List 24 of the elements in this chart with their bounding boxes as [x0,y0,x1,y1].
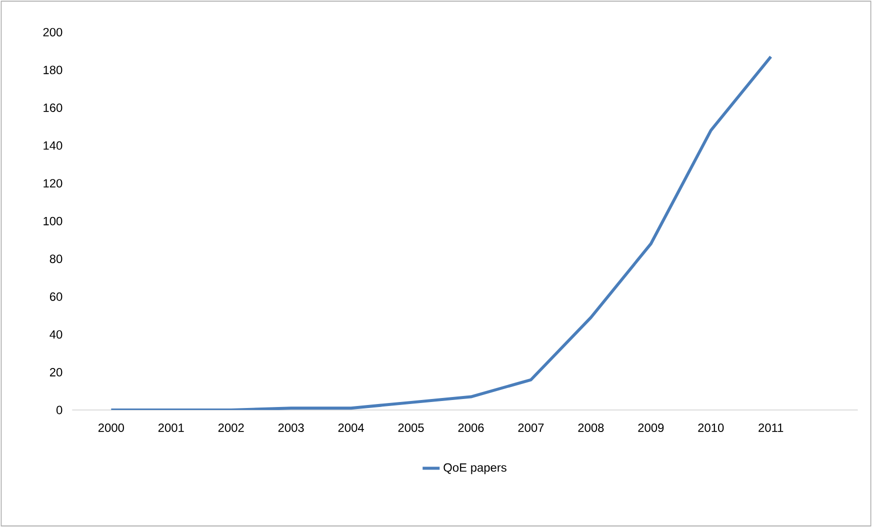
y-tick-label: 0 [56,406,62,414]
x-tick-label: 2004 [338,423,364,432]
y-tick-label: 120 [44,179,62,188]
x-tick-label: 2002 [218,423,244,432]
x-tick-label: 2000 [98,423,124,432]
y-tick-label: 200 [43,28,62,36]
x-tick-label: 2001 [158,423,184,432]
y-tick-label: 80 [50,254,62,264]
y-tick-label: 160 [44,103,62,112]
x-tick-label: 2011 [758,423,784,432]
legend-label: QoE papers [444,463,506,474]
y-tick-label: 20 [50,368,62,376]
x-tick-label: 2009 [638,423,664,432]
x-tick-label: 2007 [518,423,544,432]
y-tick-label: 60 [50,292,62,301]
x-tick-label: 2005 [398,423,424,432]
x-tick-label: 2008 [578,423,604,432]
x-tick-label: 2010 [698,423,724,432]
y-tick-label: 40 [50,330,62,339]
x-tick-label: 2006 [458,423,484,432]
y-tick-label: 100 [44,216,62,226]
x-tick-label: 2003 [278,423,304,432]
y-tick-label: 180 [44,66,62,74]
y-tick-label: 140 [44,141,62,150]
